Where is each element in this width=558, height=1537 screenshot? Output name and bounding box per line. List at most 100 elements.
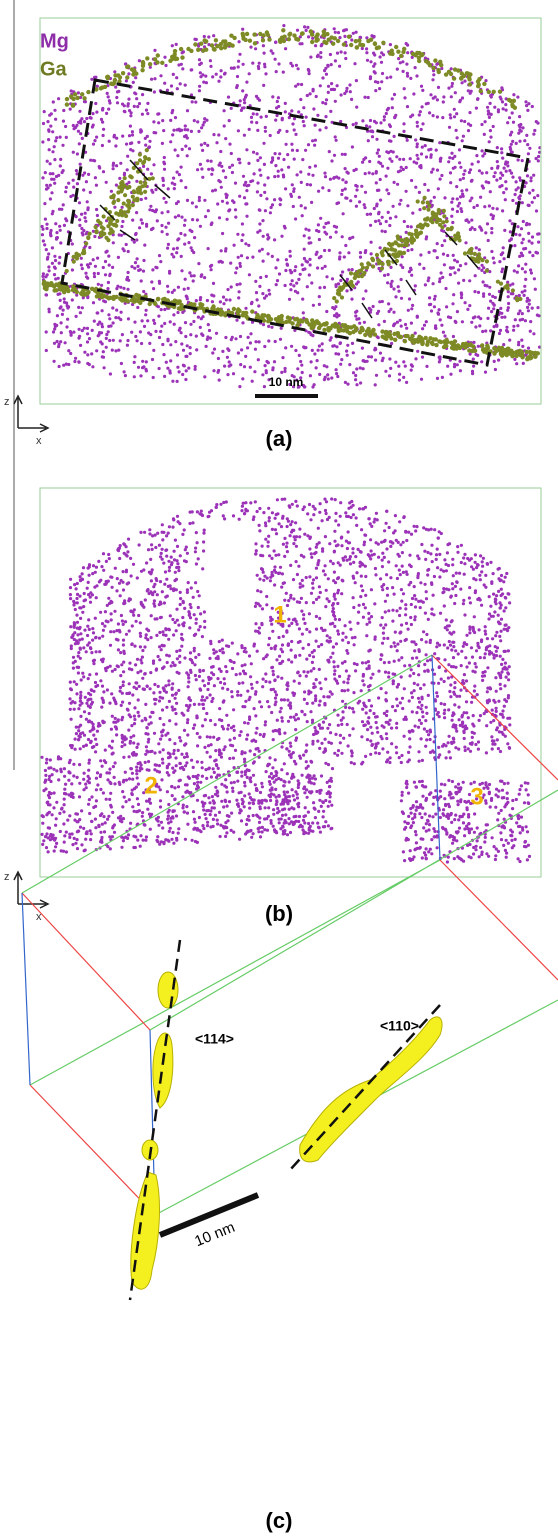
atom — [395, 155, 398, 158]
atom — [148, 342, 151, 345]
atom — [145, 309, 148, 312]
atom — [309, 710, 312, 713]
atom — [426, 61, 430, 65]
atom — [262, 571, 265, 574]
atom — [274, 164, 277, 167]
atom — [456, 136, 459, 139]
atom — [369, 224, 372, 227]
atom — [215, 141, 218, 144]
atom — [203, 626, 206, 629]
atom — [245, 81, 248, 84]
atom — [154, 210, 157, 213]
atom — [415, 656, 418, 659]
atom — [84, 272, 87, 275]
atom — [499, 307, 502, 310]
atom — [410, 322, 413, 325]
atom — [173, 187, 176, 190]
atom — [46, 160, 49, 163]
atom — [498, 90, 502, 94]
atom — [319, 51, 322, 54]
atom — [419, 110, 422, 113]
atom — [313, 352, 316, 355]
atom — [230, 107, 233, 110]
atom — [237, 65, 240, 68]
atom — [381, 72, 384, 75]
atom — [110, 612, 113, 615]
atom — [399, 319, 402, 322]
atom — [520, 241, 523, 244]
atom — [264, 364, 267, 367]
atom — [360, 528, 363, 531]
atom — [397, 541, 400, 544]
atom — [94, 265, 97, 268]
atom — [315, 628, 318, 631]
atom — [488, 293, 491, 296]
atom — [66, 289, 70, 293]
atom — [305, 116, 308, 119]
atom — [78, 218, 81, 221]
atom — [268, 705, 271, 708]
atom — [533, 355, 537, 359]
atom — [480, 640, 483, 643]
atom — [333, 344, 336, 347]
atom — [87, 677, 90, 680]
atom — [410, 179, 413, 182]
atom — [352, 596, 355, 599]
atom — [290, 321, 294, 325]
atom — [399, 264, 402, 267]
atom — [496, 160, 499, 163]
atom — [258, 168, 261, 171]
atom — [453, 271, 456, 274]
atom — [254, 500, 257, 503]
atom — [261, 314, 265, 318]
atom — [312, 304, 315, 307]
atom — [124, 374, 127, 377]
atom — [64, 217, 67, 220]
atom — [330, 376, 333, 379]
atom — [344, 57, 347, 60]
atom — [285, 143, 288, 146]
atom — [478, 628, 481, 631]
atom — [468, 82, 472, 86]
atom — [529, 320, 532, 323]
atom — [55, 136, 58, 139]
atom — [258, 209, 261, 212]
atom — [528, 303, 531, 306]
atom — [59, 229, 62, 232]
atom — [469, 92, 472, 95]
atom — [87, 581, 90, 584]
atom — [258, 229, 261, 232]
atom — [184, 378, 187, 381]
atom — [196, 120, 199, 123]
atom — [530, 271, 533, 274]
atom — [494, 349, 498, 353]
atom — [394, 45, 398, 49]
atom — [271, 630, 274, 633]
arrows — [100, 160, 478, 318]
atom — [464, 301, 467, 304]
atom — [309, 29, 313, 33]
atom — [349, 280, 353, 284]
atom — [86, 90, 90, 94]
atom — [371, 673, 374, 676]
atom — [75, 253, 79, 257]
atom — [176, 380, 179, 383]
atom — [381, 230, 384, 233]
atom — [302, 106, 305, 109]
atom — [206, 159, 209, 162]
atom — [152, 349, 155, 352]
atom — [233, 729, 236, 732]
atom — [396, 553, 399, 556]
atom — [41, 225, 44, 228]
atom — [410, 236, 414, 240]
atom — [203, 684, 206, 687]
atom — [134, 663, 137, 666]
atom — [299, 582, 302, 585]
atom — [334, 59, 337, 62]
atom — [408, 297, 411, 300]
atom — [131, 149, 134, 152]
atom — [397, 659, 400, 662]
atom — [288, 250, 291, 253]
atom — [181, 373, 184, 376]
atom — [86, 332, 89, 335]
